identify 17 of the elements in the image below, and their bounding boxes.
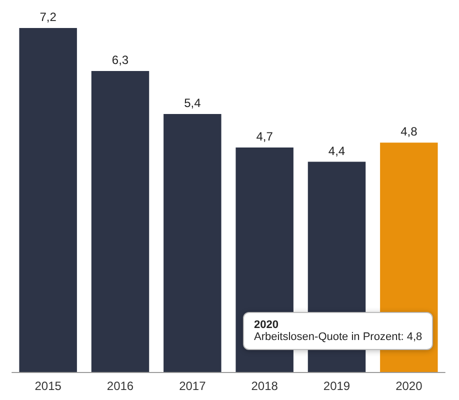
data-label: 5,4 [184, 96, 202, 110]
bar [91, 71, 150, 372]
data-label: 4,7 [256, 129, 274, 144]
x-tick-label: 2020 [396, 379, 423, 393]
data-label: 7,2 [40, 10, 57, 24]
bar [19, 28, 77, 372]
annotation: Arbeitslosen-Quote in Prozent: 4,8 [254, 331, 422, 343]
x-tick-label: 2017 [179, 379, 206, 393]
x-tick-label: 2018 [251, 379, 278, 393]
data-label: 6,3 [112, 53, 129, 67]
data-label: 4,8 [400, 124, 418, 139]
x-tick-label: 2016 [106, 379, 134, 393]
x-tick-label: 2015 [34, 379, 62, 393]
x-tick-label: 2019 [323, 379, 350, 393]
annotation: 2020 [254, 319, 280, 331]
bar [164, 114, 222, 372]
data-label: 4,4 [328, 144, 346, 158]
